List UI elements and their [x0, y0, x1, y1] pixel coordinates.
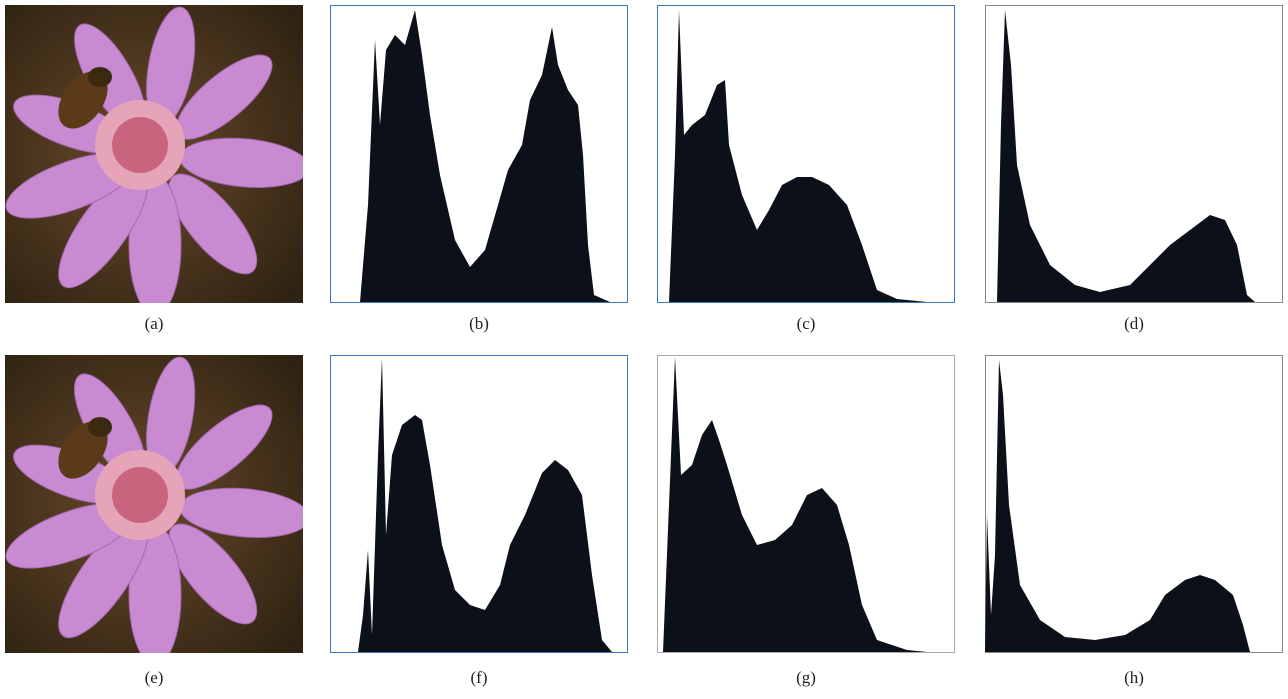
histogram — [657, 5, 955, 303]
panel-label: (h) — [985, 668, 1283, 688]
histogram — [985, 355, 1283, 653]
figure: (a) (b) (c) (d) (e) (f) (g) (h) — [0, 0, 1288, 699]
histogram — [330, 355, 628, 653]
panel-label: (f) — [330, 668, 628, 688]
histogram — [657, 355, 955, 653]
histogram — [330, 5, 628, 303]
photo — [5, 5, 303, 303]
photo — [5, 355, 303, 653]
panel-label: (g) — [657, 668, 955, 688]
histogram — [985, 5, 1283, 303]
panel-label: (b) — [330, 314, 628, 334]
panel-label: (c) — [657, 314, 955, 334]
panel-label: (d) — [985, 314, 1283, 334]
panel-label: (e) — [5, 668, 303, 688]
panel-label: (a) — [5, 314, 303, 334]
